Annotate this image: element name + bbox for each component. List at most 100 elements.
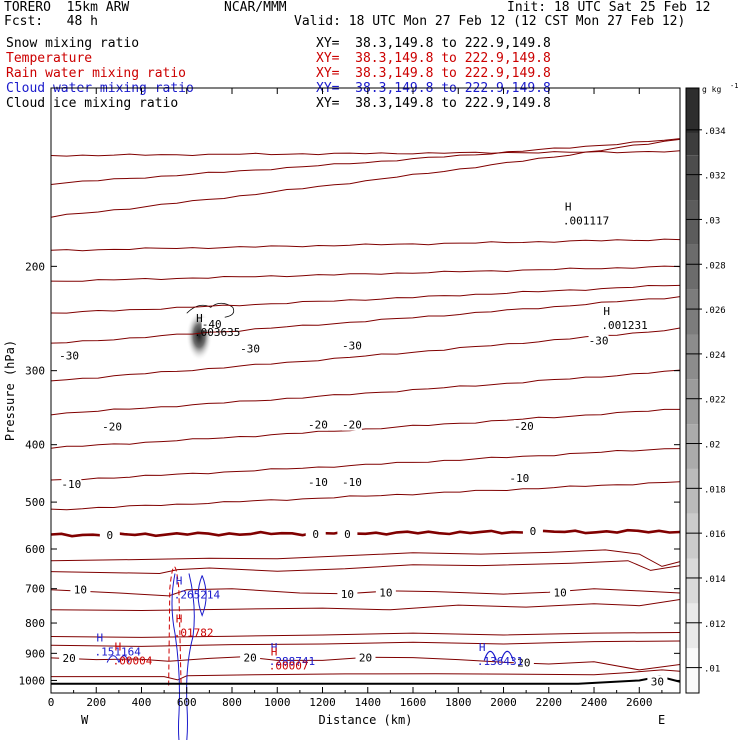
isotherm-label-bg <box>240 342 261 355</box>
isotherm-label: 0 <box>344 528 351 541</box>
valid-time: Valid: 18 UTC Mon 27 Feb 12 (12 CST Mon … <box>294 14 686 29</box>
colorbar-tick-label: .026 <box>704 306 726 316</box>
maximum-value: .265214 <box>174 588 221 601</box>
cloud-water-contour <box>197 575 207 617</box>
colorbar-bin <box>686 513 699 559</box>
field-label-temperature: Temperature <box>6 51 93 66</box>
maximum-marker: H <box>115 641 122 654</box>
isotherm-label: 0 <box>107 529 114 542</box>
isotherm-label-bg <box>61 477 82 490</box>
field-xy-snow: XY= 38.3,149.8 to 222.9,149.8 <box>316 36 551 51</box>
isotherm-label: -30 <box>342 339 362 352</box>
field-label-cloud-ice: Cloud ice mixing ratio <box>6 96 179 111</box>
colorbar-bin <box>686 468 699 514</box>
maximum-value: .00004 <box>113 655 153 668</box>
field-xy-cloud-ice: XY= 38.3,149.8 to 222.9,149.8 <box>316 96 551 111</box>
x-tick-label: 1000 <box>264 696 291 709</box>
source-label: NCAR/MMM <box>224 0 287 15</box>
isotherm-label-bg <box>509 471 530 484</box>
field-xy-rain: XY= 38.3,149.8 to 222.9,149.8 <box>316 66 551 81</box>
maximum-marker: H <box>196 312 203 325</box>
isotherm-label: 20 <box>517 656 530 669</box>
y-tick-label: 600 <box>25 543 45 556</box>
isotherm <box>50 238 681 252</box>
y-tick-label: 800 <box>25 617 45 630</box>
isotherm-label: 20 <box>243 652 256 665</box>
isotherm-label-bg <box>102 420 123 433</box>
isotherm-label-bg <box>201 317 222 330</box>
field-label-rain: Rain water mixing ratio <box>6 66 187 81</box>
isotherm-label-bg <box>59 349 80 362</box>
cloud-water-contour <box>171 573 195 740</box>
isotherm-label: 10 <box>553 586 566 599</box>
colorbar-tick-label: .034 <box>704 127 726 137</box>
isotherm-label: -40 <box>202 318 222 331</box>
isotherm-label: 10 <box>341 588 354 601</box>
maximum-value: .151164 <box>95 646 142 659</box>
x-tick-label: 2400 <box>581 696 608 709</box>
maximum-value: .001231 <box>601 319 647 332</box>
colorbar-tick-label: .012 <box>704 620 726 630</box>
terrain-line <box>51 675 681 685</box>
maximum-value: .003635 <box>194 326 240 339</box>
isotherm-label-bg <box>240 651 261 664</box>
isotherm <box>50 599 681 612</box>
x-tick-label: 0 <box>48 696 55 709</box>
maximum-marker: H <box>479 641 486 654</box>
maximum-value: .001117 <box>563 215 609 228</box>
field-xy-temperature: XY= 38.3,149.8 to 222.9,149.8 <box>316 51 551 66</box>
x-tick-label: 200 <box>86 696 106 709</box>
colorbar-bin <box>686 289 699 335</box>
x-tick-label: 600 <box>177 696 197 709</box>
colorbar-bin <box>686 334 699 380</box>
isotherm-label-bg <box>305 528 326 541</box>
x-tick-label: 1800 <box>445 696 472 709</box>
isotherm <box>51 669 681 681</box>
field-label-snow: Snow mixing ratio <box>6 36 140 51</box>
isotherm-label-bg <box>59 652 80 665</box>
y-tick-label: 200 <box>25 260 45 273</box>
maximum-marker: H <box>271 641 278 654</box>
colorbar-tick-label: .016 <box>704 530 726 540</box>
isotherm <box>50 632 681 638</box>
colorbar-bin <box>686 648 699 693</box>
x-tick-label: 1400 <box>355 696 382 709</box>
isotherm <box>50 296 681 344</box>
isotherm <box>50 656 681 671</box>
maximum-marker: H <box>603 305 610 318</box>
isotherm-label-bg <box>341 418 362 431</box>
isotherm <box>50 327 681 382</box>
maximum-marker: H <box>97 632 104 645</box>
isotherm-label: -10 <box>342 476 362 489</box>
isotherm-label: -30 <box>59 350 79 363</box>
x-tick-label: 400 <box>132 696 152 709</box>
cloud-ice-contour <box>186 302 235 318</box>
x-tick-label: 2200 <box>536 696 563 709</box>
colorbar-unit: g kg <box>702 85 721 94</box>
isotherm <box>50 481 681 511</box>
isotherm-label-bg <box>647 675 668 688</box>
colorbar-tick-label: .032 <box>704 172 726 182</box>
colorbar-bin <box>686 244 699 290</box>
isotherm-zero <box>50 528 681 538</box>
isotherm <box>50 369 681 416</box>
isotherm-label-bg <box>375 586 396 599</box>
isotherm-label-bg <box>341 475 362 488</box>
isotherm-label: -10 <box>61 478 81 491</box>
isotherm-label-bg <box>513 656 534 669</box>
rain-water-contour <box>168 566 182 686</box>
isotherm-label-bg <box>307 475 328 488</box>
maximum-value: .01782 <box>174 627 214 640</box>
x-axis-east-label: E <box>658 713 665 727</box>
colorbar-bin <box>686 603 699 649</box>
colorbar-bin <box>686 424 699 469</box>
y-tick-label: 300 <box>25 365 45 378</box>
x-tick-label: 2600 <box>626 696 653 709</box>
init-time: Init: 18 UTC Sat 25 Feb 12 <box>507 0 711 15</box>
colorbar-tick-label: .01 <box>704 665 720 675</box>
isotherm <box>50 448 681 481</box>
y-tick-label: 1000 <box>19 674 46 687</box>
isotherm-label-bg <box>99 528 120 541</box>
isotherm-label: 0 <box>530 525 537 538</box>
